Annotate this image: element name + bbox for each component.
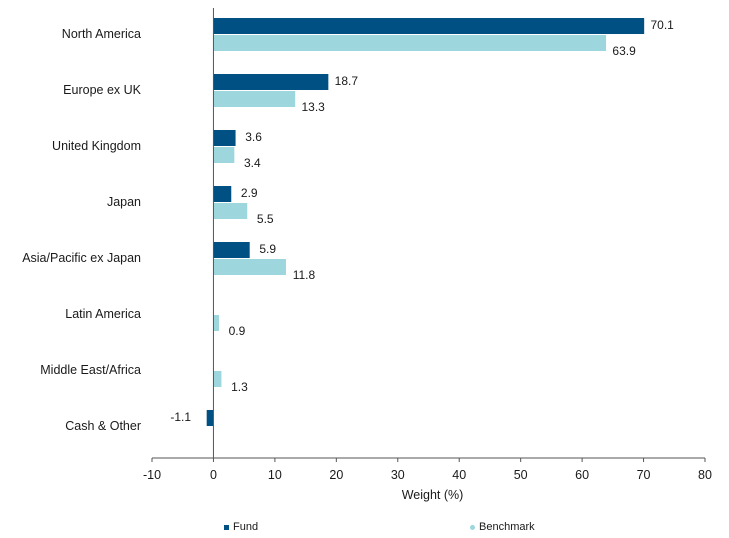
category-label-europe-ex-uk: Europe ex UK [63, 83, 141, 97]
bar-fund-united-kingdom [213, 130, 236, 146]
value-label-fund-asia-pacific-ex-japan: 5.9 [259, 242, 276, 256]
value-labels-group: 70.1 63.9 18.7 13.3 3.6 3.4 2.9 5.5 5.9 11.8 0.9 1.… [170, 18, 674, 424]
bar-fund-cash-other [206, 410, 214, 426]
bar-benchmark-asia-pacific-ex-japan [213, 259, 286, 275]
value-label-fund-north-america: 70.1 [650, 18, 674, 32]
x-tick-label: 80 [698, 468, 712, 482]
value-label-benchmark-middle-east-africa: 1.3 [231, 380, 248, 394]
x-tick-label: 30 [391, 468, 405, 482]
value-label-benchmark-asia-pacific-ex-japan: 11.8 [293, 268, 316, 282]
x-tick-label: 60 [575, 468, 589, 482]
x-tick-label: 0 [210, 468, 217, 482]
bar-fund-japan [213, 186, 232, 202]
legend-label-fund: Fund [233, 521, 259, 533]
x-axis-title: Weight (%) [402, 488, 464, 502]
x-tick-label: 20 [329, 468, 343, 482]
value-label-benchmark-united-kingdom: 3.4 [244, 156, 261, 170]
x-axis-ticks: -10 0 10 20 30 40 50 60 70 80 [143, 458, 712, 482]
bar-benchmark-japan [213, 203, 248, 219]
bar-benchmark-europe-ex-uk [213, 91, 296, 107]
category-label-united-kingdom: United Kingdom [52, 139, 141, 153]
bar-fund-north-america [213, 18, 645, 34]
legend-label-benchmark: Benchmark [479, 521, 535, 533]
value-label-fund-united-kingdom: 3.6 [245, 130, 262, 144]
x-tick-label: 40 [452, 468, 466, 482]
value-label-fund-europe-ex-uk: 18.7 [335, 74, 359, 88]
legend-item-benchmark: Benchmark [470, 521, 535, 533]
category-labels-group: North America Europe ex UK United Kingdom J… [22, 27, 141, 433]
category-label-latin-america: Latin America [65, 307, 141, 321]
bar-fund-europe-ex-uk [213, 74, 329, 90]
legend-swatch-fund [224, 524, 229, 530]
category-label-cash-other: Cash & Other [65, 419, 141, 433]
value-label-benchmark-japan: 5.5 [257, 212, 274, 226]
bars-group [206, 18, 645, 426]
legend-item-fund: Fund [224, 521, 258, 533]
value-label-fund-japan: 2.9 [241, 186, 258, 200]
category-label-middle-east-africa: Middle East/Africa [40, 363, 141, 377]
category-label-japan: Japan [107, 195, 141, 209]
bar-benchmark-united-kingdom [213, 147, 235, 163]
x-tick-label: 70 [637, 468, 651, 482]
x-tick-label: 10 [268, 468, 282, 482]
bar-benchmark-middle-east-africa [213, 371, 222, 387]
bar-fund-asia-pacific-ex-japan [213, 242, 250, 258]
value-label-benchmark-north-america: 63.9 [612, 44, 636, 58]
value-label-benchmark-europe-ex-uk: 13.3 [301, 100, 325, 114]
category-label-north-america: North America [62, 27, 141, 41]
value-label-benchmark-latin-america: 0.9 [229, 324, 246, 338]
x-tick-label: 50 [514, 468, 528, 482]
legend-swatch-benchmark [470, 524, 475, 530]
x-tick-label: -10 [143, 468, 161, 482]
bar-benchmark-north-america [213, 35, 607, 51]
value-label-fund-cash-other: -1.1 [170, 410, 191, 424]
category-label-asia-pacific-ex-japan: Asia/Pacific ex Japan [22, 251, 141, 265]
bar-benchmark-latin-america [213, 315, 219, 331]
